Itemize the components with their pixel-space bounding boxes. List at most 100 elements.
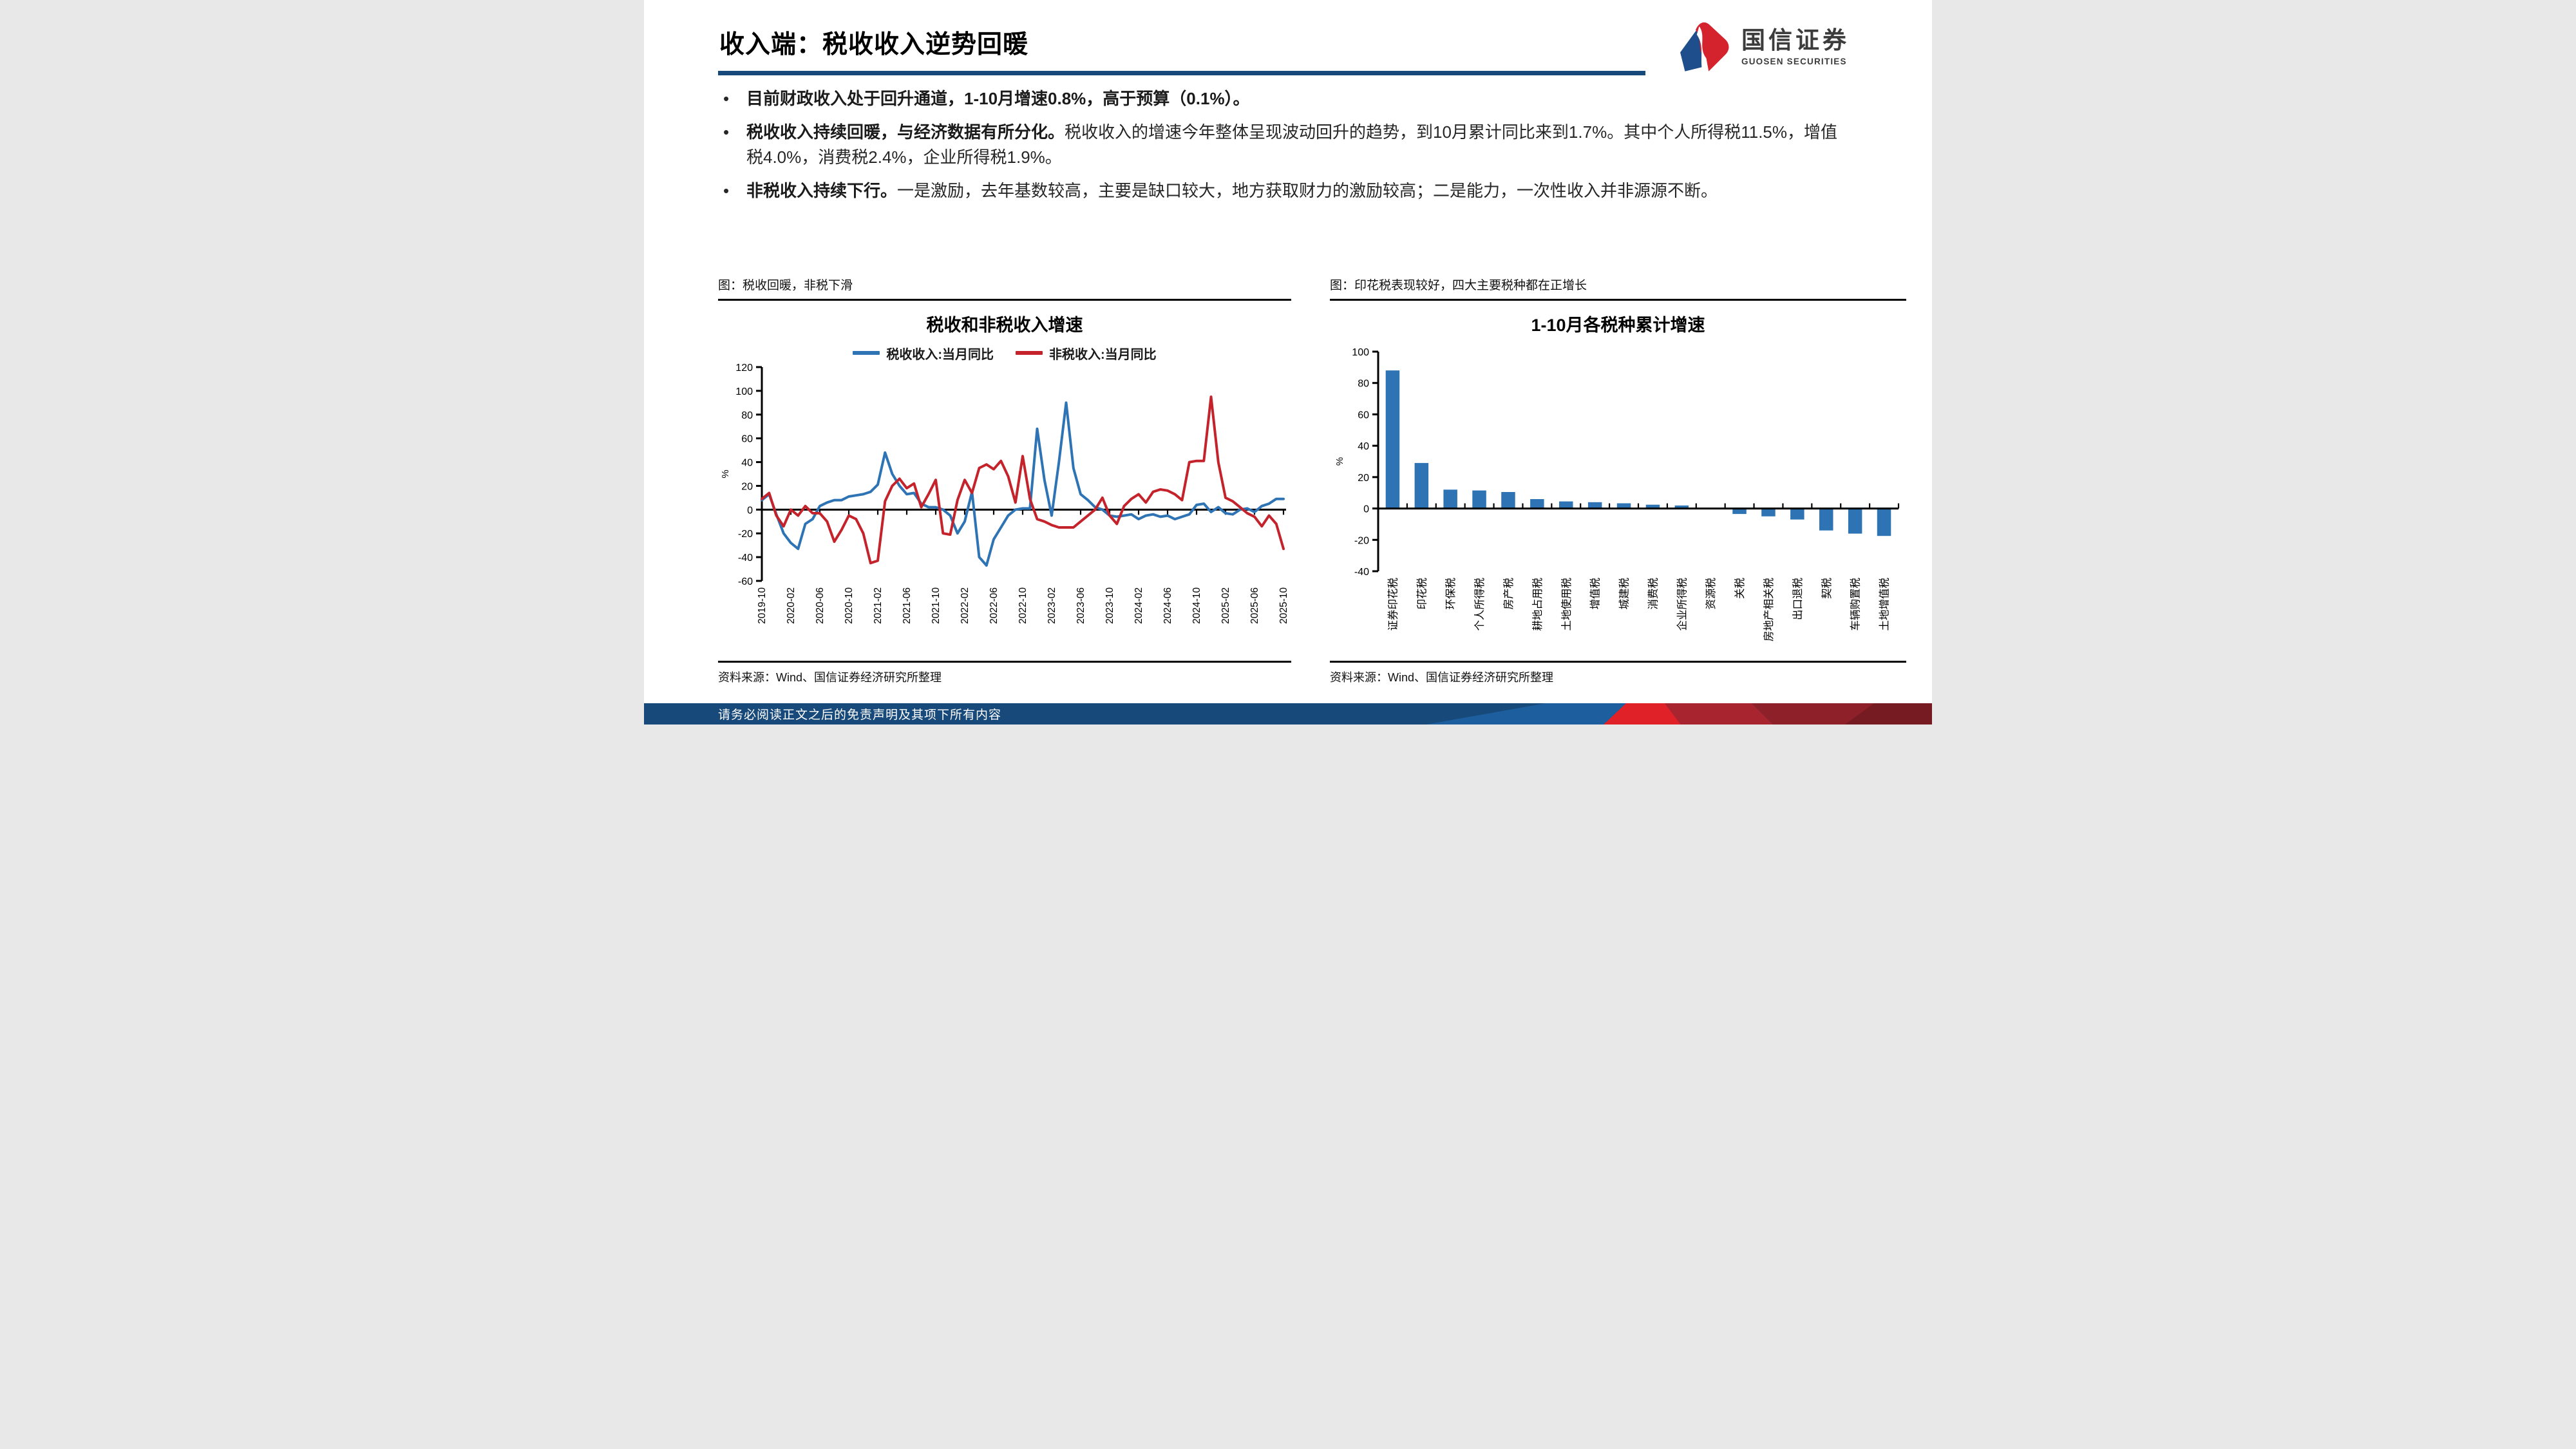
title-underline xyxy=(718,71,1645,75)
caption-rule xyxy=(718,299,1291,301)
svg-text:0: 0 xyxy=(1363,504,1369,515)
svg-text:-40: -40 xyxy=(738,553,753,564)
bullet-item-3: • 非税收入持续下行。一是激励，去年基数较高，主要是缺口较大，地方获取财力的激励较… xyxy=(718,178,1839,204)
bullet-1-bold: 目前财政收入处于回升通道，1-10月增速0.8%，高于预算（0.1%）。 xyxy=(746,89,1250,108)
svg-text:关税: 关税 xyxy=(1734,578,1746,599)
svg-text:土地增值税: 土地增值税 xyxy=(1879,578,1891,631)
svg-text:房产税: 房产税 xyxy=(1502,578,1515,610)
caption-rule xyxy=(1330,299,1906,301)
svg-text:80: 80 xyxy=(741,410,753,421)
line-chart-legend: 税收收入:当月同比 非税收入:当月同比 xyxy=(718,344,1291,362)
legend-label-tax: 税收收入:当月同比 xyxy=(886,347,994,362)
svg-text:2024-10: 2024-10 xyxy=(1191,587,1202,624)
bullet-item-1: • 目前财政收入处于回升通道，1-10月增速0.8%，高于预算（0.1%）。 xyxy=(718,86,1839,111)
svg-text:个人所得税: 个人所得税 xyxy=(1473,578,1486,631)
svg-text:-20: -20 xyxy=(1354,535,1369,546)
svg-text:城建税: 城建税 xyxy=(1618,578,1631,610)
svg-text:0: 0 xyxy=(747,505,753,516)
svg-text:2022-06: 2022-06 xyxy=(989,587,999,624)
svg-text:100: 100 xyxy=(735,386,753,397)
svg-text:2024-06: 2024-06 xyxy=(1162,587,1173,624)
svg-text:环保税: 环保税 xyxy=(1444,578,1457,610)
svg-text:60: 60 xyxy=(1358,410,1369,421)
svg-text:-60: -60 xyxy=(738,576,753,587)
bullet-2-bold: 税收收入持续回暖，与经济数据有所分化。 xyxy=(746,122,1065,142)
line-chart-title: 税收和非税收入增速 xyxy=(926,316,1083,335)
svg-text:2024-02: 2024-02 xyxy=(1133,587,1144,624)
svg-text:契税: 契税 xyxy=(1821,578,1833,599)
svg-text:-40: -40 xyxy=(1354,567,1369,578)
bar-chart-title: 1-10月各税种累计增速 xyxy=(1531,316,1705,335)
svg-text:2023-10: 2023-10 xyxy=(1104,587,1115,624)
company-logo: 国信证券 GUOSEN SECURITIES xyxy=(1673,18,1850,77)
figure-source-left: 资料来源：Wind、国信证券经济研究所整理 xyxy=(718,671,942,684)
svg-text:100: 100 xyxy=(1352,347,1369,358)
logo-en-text: GUOSEN SECURITIES xyxy=(1741,57,1847,67)
svg-text:资源税: 资源税 xyxy=(1705,578,1717,610)
svg-text:60: 60 xyxy=(741,434,753,445)
svg-text:2022-02: 2022-02 xyxy=(960,587,971,624)
legend-item-tax: 税收收入:当月同比 xyxy=(853,344,994,363)
bullet-dot: • xyxy=(723,122,730,142)
svg-text:%: % xyxy=(1334,457,1345,466)
svg-text:2023-02: 2023-02 xyxy=(1046,587,1057,624)
bullet-item-2: • 税收收入持续回暖，与经济数据有所分化。税收收入的增速今年整体呈现波动回升的趋势… xyxy=(718,120,1839,170)
svg-text:出口退税: 出口退税 xyxy=(1792,578,1804,620)
svg-text:房地产相关税: 房地产相关税 xyxy=(1763,578,1775,641)
legend-item-nontax: 非税收入:当月同比 xyxy=(1016,344,1157,363)
figure-caption-right: 图：印花税表现较好，四大主要税种都在正增长 xyxy=(1330,279,1587,292)
legend-label-nontax: 非税收入:当月同比 xyxy=(1049,347,1157,362)
bullet-dot: • xyxy=(723,89,730,108)
svg-text:车辆购置税: 车辆购置税 xyxy=(1850,578,1862,631)
svg-text:耕地占用税: 耕地占用税 xyxy=(1531,578,1544,631)
svg-text:增值税: 增值税 xyxy=(1589,578,1602,610)
svg-text:2025-10: 2025-10 xyxy=(1278,587,1289,624)
svg-text:2025-02: 2025-02 xyxy=(1220,587,1231,624)
svg-text:40: 40 xyxy=(1358,441,1369,452)
svg-text:20: 20 xyxy=(1358,473,1369,484)
svg-text:%: % xyxy=(720,469,731,478)
source-rule xyxy=(1330,661,1906,663)
svg-text:120: 120 xyxy=(735,363,753,374)
bullet-list: • 目前财政收入处于回升通道，1-10月增速0.8%，高于预算（0.1%）。 • 税… xyxy=(718,86,1839,212)
logo-cn-text: 国信证券 xyxy=(1741,27,1850,54)
page-title: 收入端：税收收入逆势回暖 xyxy=(719,31,1029,59)
svg-text:-20: -20 xyxy=(738,529,753,540)
slide: 收入端：税收收入逆势回暖 国信证券 GUOSEN SECURITIES • 目前财… xyxy=(644,0,1932,724)
legend-dash-red xyxy=(1016,351,1043,355)
figure-caption-left: 图：税收回暖，非税下滑 xyxy=(718,279,853,292)
legend-dash-blue xyxy=(853,351,880,355)
svg-text:企业所得税: 企业所得税 xyxy=(1676,578,1688,631)
svg-text:2021-06: 2021-06 xyxy=(902,587,913,624)
svg-text:消费税: 消费税 xyxy=(1647,578,1659,610)
bullet-dot: • xyxy=(723,181,730,200)
svg-text:2020-06: 2020-06 xyxy=(815,587,826,624)
bullet-3-rest: 一是激励，去年基数较高，主要是缺口较大，地方获取财力的激励较高；二是能力，一次性… xyxy=(897,181,1718,200)
svg-text:2020-10: 2020-10 xyxy=(844,587,855,624)
footer-bar: 请务必阅读正文之后的免责声明及其项下所有内容 xyxy=(644,703,1932,724)
svg-text:80: 80 xyxy=(1358,379,1369,390)
bullet-2-rest: 税收收入的增速今年整体呈现波动回升的趋势，到10月累计同比来到1.7%。其中个人… xyxy=(746,122,1837,167)
source-rule xyxy=(718,661,1291,663)
svg-text:2019-10: 2019-10 xyxy=(757,587,768,624)
svg-text:2021-10: 2021-10 xyxy=(931,587,942,624)
svg-text:2025-06: 2025-06 xyxy=(1249,587,1260,624)
line-chart-tax-vs-nontax: -60 -40 -20 0 20 40 60 80 100 120% 2019-10 2020-02 2… xyxy=(720,363,1289,624)
svg-text:印花税: 印花税 xyxy=(1416,578,1428,610)
svg-text:2020-02: 2020-02 xyxy=(786,587,797,624)
svg-text:证券印花税: 证券印花税 xyxy=(1387,578,1399,631)
footer-disclaimer: 请务必阅读正文之后的免责声明及其项下所有内容 xyxy=(718,708,1002,722)
guosen-logo-icon xyxy=(1680,22,1729,73)
svg-text:2023-06: 2023-06 xyxy=(1075,587,1086,624)
svg-text:2021-02: 2021-02 xyxy=(873,587,884,624)
svg-text:土地使用税: 土地使用税 xyxy=(1560,578,1573,631)
svg-text:40: 40 xyxy=(741,458,753,469)
bullet-3-bold: 非税收入持续下行。 xyxy=(746,181,898,200)
footer-decoration xyxy=(1330,703,1932,724)
svg-text:20: 20 xyxy=(741,481,753,492)
figure-source-right: 资料来源：Wind、国信证券经济研究所整理 xyxy=(1330,671,1554,684)
figure-panel-left: 图：税收回暖，非税下滑 税收和非税收入增速 税收收入:当月同比 非税收入:当月同… xyxy=(718,276,1291,684)
figure-panel-right: 图：印花税表现较好，四大主要税种都在正增长 1-10月各税种累计增速 -40 -2… xyxy=(1330,276,1906,684)
bar-chart-tax-types: -40 -20 0 20 40 60 80 100% 证券印花税 印花税 环保税 个人所得税 房产税 耕地… xyxy=(1334,347,1900,641)
svg-text:2022-10: 2022-10 xyxy=(1018,587,1028,624)
